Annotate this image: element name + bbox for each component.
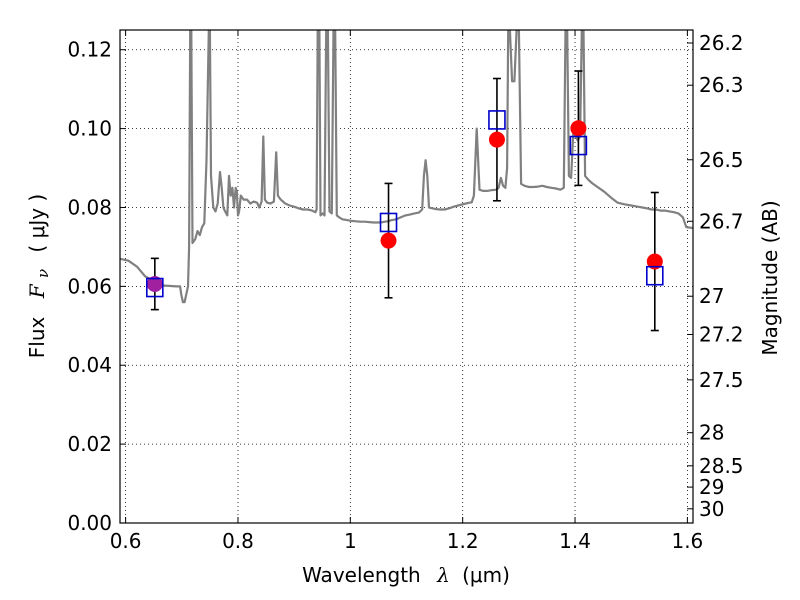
x-tick-label: 1.4 xyxy=(559,529,591,553)
observed-point xyxy=(488,131,505,148)
x-tick-label: 0.8 xyxy=(222,529,254,553)
y2-tick-label: 30 xyxy=(699,497,724,521)
model-point xyxy=(379,212,398,233)
y2-tick-label: 27.2 xyxy=(699,322,744,346)
y-tick-label: 0.00 xyxy=(67,511,112,535)
y-tick-label: 0.04 xyxy=(67,353,112,377)
observed-point xyxy=(380,232,397,249)
x-tick-label: 1.6 xyxy=(671,529,703,553)
y2-tick-label: 26.5 xyxy=(699,148,744,172)
y2-axis-title: Magnitude (AB) xyxy=(758,200,782,355)
y-tick-label: 0.06 xyxy=(67,274,112,298)
y2-tick-label: 26.2 xyxy=(699,31,744,55)
model-point xyxy=(569,135,588,156)
spectrum-line xyxy=(120,30,693,304)
x-axis-title-unit: (μm) xyxy=(462,563,510,587)
grid xyxy=(120,30,693,523)
y2-tick-label: 28 xyxy=(699,421,724,445)
y-axis-title-unit: ( μJy ) xyxy=(25,194,49,253)
y-tick-label: 0.02 xyxy=(67,432,112,456)
x-axis-title-text: Wavelength xyxy=(302,563,421,587)
x-axis-title-symbol: λ xyxy=(436,563,450,587)
x-axis-title: Wavelength λ (μm) xyxy=(302,563,510,587)
y-tick-label: 0.10 xyxy=(67,117,112,141)
y2-tick-label: 27 xyxy=(699,284,724,308)
y2-tick-label: 26.3 xyxy=(699,73,744,97)
x-tick-label: 1.2 xyxy=(447,529,479,553)
model-point xyxy=(146,277,164,298)
observed-point xyxy=(146,275,163,292)
model-point xyxy=(488,110,506,130)
observed-point xyxy=(646,253,663,270)
observed-point xyxy=(570,120,587,137)
x-tick-label: 0.6 xyxy=(110,529,142,553)
y-axis-title-text: Flux xyxy=(25,316,49,358)
y2-tick-label: 26.7 xyxy=(699,209,744,233)
y-tick-label: 0.08 xyxy=(67,195,112,219)
ticks: 0.6 0.8 1 1.2 1.4 1.6 0.00 0.02 0.04 0.06 0.08 0.10… xyxy=(67,30,744,553)
y2-tick-label: 27.5 xyxy=(699,368,744,392)
y-tick-label: 0.12 xyxy=(67,38,112,62)
y2-tick-label: 28.5 xyxy=(699,454,744,478)
plot-frame xyxy=(119,29,694,524)
plot-area xyxy=(120,30,693,332)
y-axis-title: Flux F ν ( μJy ) xyxy=(25,194,53,358)
x-tick-label: 1 xyxy=(344,529,357,553)
y-axis-title-subscript: ν xyxy=(34,269,52,278)
model-point xyxy=(645,265,664,286)
y2-tick-label: 29 xyxy=(699,475,724,499)
y-axis-title-symbol: F xyxy=(25,283,49,299)
